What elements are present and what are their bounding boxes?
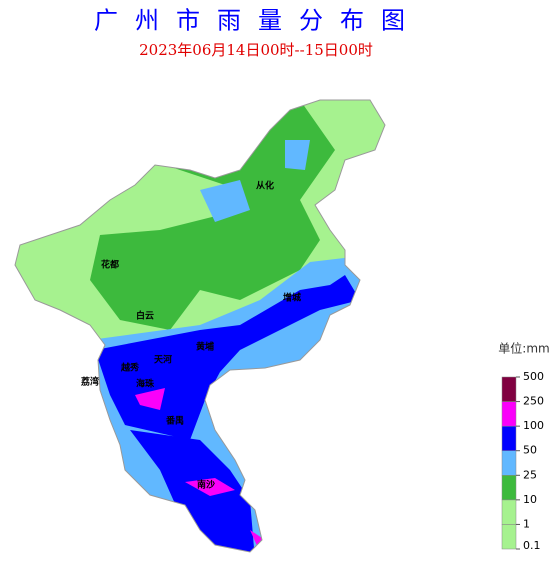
district-label: 番禺 bbox=[165, 415, 184, 427]
district-label: 白云 bbox=[136, 310, 154, 322]
area-magenta bbox=[135, 388, 265, 548]
legend-swatch bbox=[501, 524, 517, 550]
area-lightblue bbox=[90, 255, 370, 552]
district-label: 从化 bbox=[256, 180, 274, 192]
legend-swatch bbox=[501, 425, 517, 451]
legend-tick-label: 100 bbox=[523, 419, 544, 432]
legend-tick-label: 10 bbox=[523, 493, 537, 506]
legend-tick-label: 50 bbox=[523, 444, 537, 457]
legend-unit: 单位:mm bbox=[498, 341, 549, 356]
legend-swatch bbox=[501, 450, 517, 476]
district-label: 荔湾 bbox=[80, 376, 99, 388]
district-label: 海珠 bbox=[136, 378, 155, 390]
area-lightblue-north bbox=[200, 140, 310, 222]
area-blue bbox=[95, 275, 360, 552]
district-label: 越秀 bbox=[120, 362, 139, 374]
map-title: 广州市雨量分布图 bbox=[94, 7, 422, 35]
legend-swatch bbox=[501, 376, 517, 402]
district-label: 天河 bbox=[154, 354, 172, 366]
area-green bbox=[90, 100, 335, 330]
district-label: 南沙 bbox=[197, 479, 215, 491]
legend-tick-label: 250 bbox=[523, 395, 544, 408]
district-label: 增城 bbox=[283, 292, 301, 304]
legend-tick-label: 500 bbox=[523, 370, 544, 383]
map-subtitle: 2023年06月14日00时--15日00时 bbox=[139, 41, 373, 59]
district-label: 花都 bbox=[101, 259, 119, 271]
legend-tick-label: 1 bbox=[523, 517, 530, 530]
district-label: 黄埔 bbox=[196, 341, 214, 353]
legend: 0.1 1 10 25 50 100 250 500 bbox=[501, 370, 544, 552]
legend-tick-label: 0.1 bbox=[523, 539, 541, 552]
legend-swatch bbox=[501, 499, 517, 525]
legend-swatch bbox=[501, 401, 517, 427]
legend-swatch bbox=[501, 475, 517, 501]
legend-tick-label: 25 bbox=[523, 468, 537, 481]
